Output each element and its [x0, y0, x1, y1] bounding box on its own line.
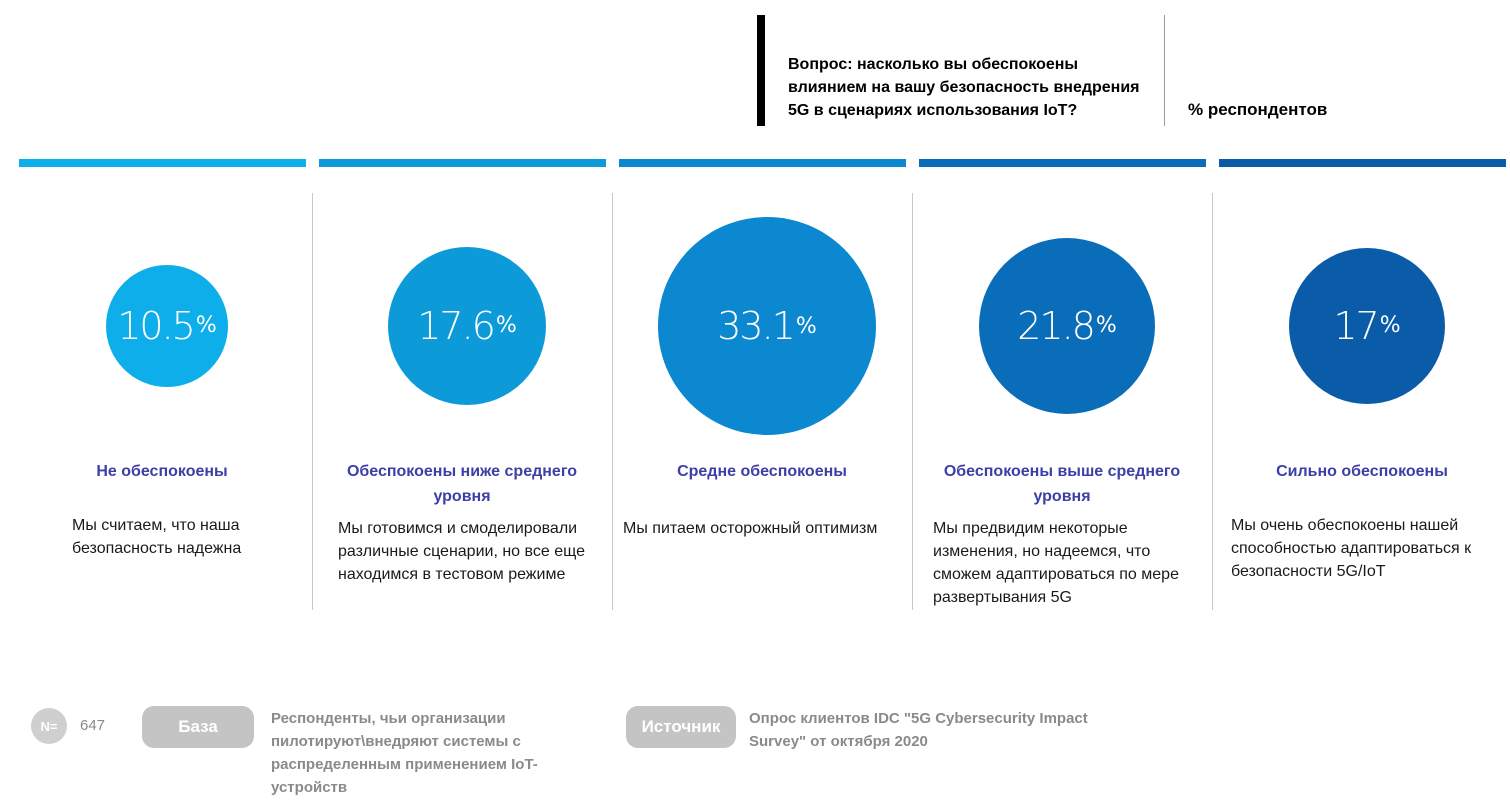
- category-description-2: Мы готовимся и смоделировали различные с…: [338, 520, 585, 583]
- category-bar-5: [1219, 159, 1506, 167]
- category-bar-3: [619, 159, 906, 167]
- column-divider: [912, 193, 913, 610]
- column-divider: [612, 193, 613, 610]
- bubble-1: 10.5%: [105, 264, 229, 388]
- bubble-2: 17.6%: [387, 246, 547, 406]
- sample-size-badge: N=: [31, 708, 67, 744]
- category-label-3: Средне обеспокоены: [677, 463, 847, 480]
- percent-sign: %: [495, 313, 517, 339]
- value-label: 33.1: [717, 304, 796, 348]
- bubble-4: 21.8%: [978, 237, 1156, 415]
- value-label: 17.6: [417, 303, 496, 348]
- category-label-4: Обеспокоены выше среднего уровня: [943, 463, 1181, 505]
- column-divider: [312, 193, 313, 610]
- percent-sign: %: [1095, 313, 1117, 339]
- value-label: 21.8: [1017, 303, 1096, 348]
- unit-label: % респондентов: [1188, 100, 1328, 119]
- category-label-5: Сильно обеспокоены: [1276, 463, 1448, 480]
- question-accent-bar: [757, 15, 765, 126]
- category-description-4: Мы предвидим некоторые изменения, но над…: [933, 520, 1179, 606]
- category-description-5: Мы очень обеспокоены нашей способностью …: [1231, 517, 1472, 580]
- category-description-1: Мы считаем, что наша безопасность надежн…: [72, 517, 242, 557]
- value-label: 10.5: [117, 303, 196, 348]
- category-bar-1: [19, 159, 306, 167]
- category-label-2: Обеспокоены ниже среднего уровня: [346, 463, 578, 505]
- bubble-3: 33.1%: [658, 217, 876, 435]
- category-bar-2: [319, 159, 606, 167]
- sample-size-value: 647: [80, 717, 106, 734]
- percent-sign: %: [1379, 313, 1401, 339]
- source-text: Опрос клиентов IDC "5G Cybersecurity Imp…: [749, 710, 1088, 750]
- bubble-5: 17%: [1288, 247, 1446, 405]
- percent-sign: %: [195, 313, 217, 339]
- base-text: Респонденты, чьи организации пилотируют\…: [271, 710, 538, 796]
- column-divider: [1212, 193, 1213, 610]
- category-description-3: Мы питаем осторожный оптимизм: [623, 520, 878, 537]
- percent-sign: %: [795, 313, 817, 339]
- question-text: Вопрос: насколько вы обеспокоены влияние…: [788, 56, 1140, 119]
- base-badge: База: [142, 706, 254, 748]
- header-divider: [1164, 15, 1165, 126]
- source-badge: Источник: [626, 706, 736, 748]
- category-label-1: Не обеспокоены: [96, 463, 228, 480]
- value-label: 17: [1333, 303, 1379, 348]
- category-bar-4: [919, 159, 1206, 167]
